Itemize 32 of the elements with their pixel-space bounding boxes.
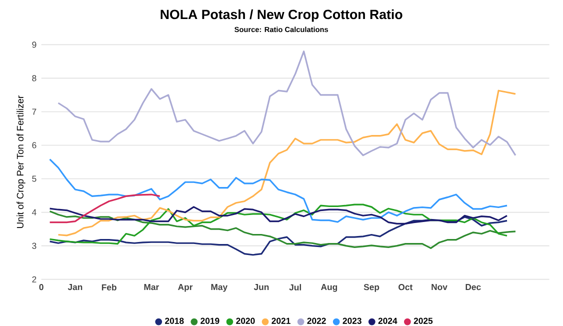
x-tick-label: Jun (254, 284, 269, 290)
legend-label: 2020 (236, 318, 255, 324)
x-tick-label: Nov (432, 284, 448, 290)
y-tick-label: 4 (32, 209, 36, 216)
legend-label: 2024 (378, 318, 398, 324)
x-tick-label: Dec (466, 284, 481, 290)
y-tick-label: 7 (32, 108, 36, 115)
y-tick-label: 8 (32, 75, 36, 82)
y-axis-title: Unit of Crop Per Ton of Fertilizer (16, 96, 26, 228)
legend-label: 2025 (414, 318, 433, 324)
y-tick-label: 5 (32, 176, 36, 182)
y-tick-label: 9 (32, 42, 36, 48)
legend-label: 2019 (200, 318, 220, 324)
x-tick-label: 0 (39, 284, 44, 290)
x-tick-label: Jul (289, 284, 301, 290)
legend-label: 2018 (165, 318, 184, 324)
y-tick-label: 6 (32, 142, 36, 148)
x-tick-label: Sep (364, 284, 380, 292)
x-tick-label: Mar (144, 284, 159, 290)
legend-label: 2021 (272, 318, 290, 324)
x-tick-label: Aug (320, 284, 338, 292)
legend-label: 2022 (307, 318, 326, 324)
x-tick-label: Apr (178, 284, 193, 292)
x-tick-label: Jan (68, 284, 82, 290)
line-series (49, 158, 508, 223)
y-tick-label: 2 (32, 276, 36, 282)
y-tick-label: 3 (32, 242, 36, 249)
legend-label: 2023 (342, 318, 362, 324)
x-tick-label: May (211, 284, 228, 292)
x-tick-label: Oct (398, 284, 413, 290)
x-tick-label: Feb (102, 284, 116, 290)
chart-title: NOLA Potash / New Crop Cotton Ratio (160, 9, 402, 22)
